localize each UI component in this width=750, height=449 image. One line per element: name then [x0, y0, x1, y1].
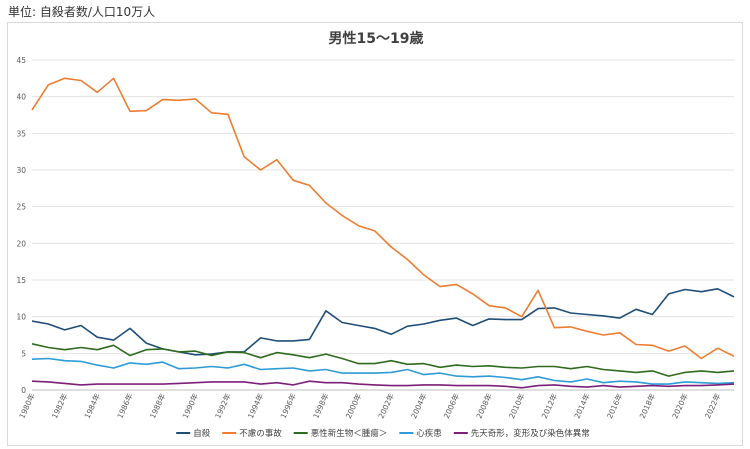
legend-item: 悪性新生物＜腫瘍＞: [293, 428, 388, 439]
series-line: [31, 343, 735, 377]
legend-item: 不慮の事故: [222, 428, 282, 439]
series-line: [31, 287, 735, 356]
x-tick-label: 2002年: [376, 391, 397, 420]
x-tick-label: 1982年: [49, 391, 70, 420]
x-tick-label: 2000年: [343, 391, 364, 420]
x-tick-label: 1984年: [82, 391, 103, 420]
x-tick-label: 1980年: [17, 391, 38, 420]
y-tick-label: 0: [21, 386, 26, 395]
legend-item: 先天奇形，変形及び染色体異常: [453, 428, 590, 439]
x-tick-label: 2016年: [604, 391, 625, 420]
x-tick-label: 2014年: [572, 391, 593, 420]
legend: 自殺 不慮の事故 悪性新生物＜腫瘍＞ 心疾患 先天奇形，変形及び染色体異常: [176, 428, 590, 439]
x-tick-label: 2006年: [441, 391, 462, 420]
y-tick-label: 35: [16, 129, 26, 138]
x-tick-label: 1996年: [278, 391, 299, 420]
x-tick-label: 2010年: [506, 391, 527, 420]
legend-label: 自殺: [193, 428, 211, 439]
legend-item: 自殺: [176, 428, 211, 439]
legend-label: 不慮の事故: [239, 428, 282, 439]
y-axis-ticks: 0 5 10 15 20 25 30 35 40 45: [16, 56, 26, 395]
x-tick-label: 2018年: [637, 391, 658, 420]
x-tick-label: 1988年: [147, 391, 168, 420]
gridlines: [32, 59, 734, 391]
legend-label: 心疾患: [416, 428, 442, 439]
legend-label: 悪性新生物＜腫瘍＞: [311, 428, 388, 439]
x-tick-label: 2012年: [539, 391, 560, 420]
series-line: [31, 380, 735, 389]
x-axis-ticks: 1980年 1982年 1984年 1986年 1988年 1990年 1992年 1994年…: [17, 391, 723, 420]
y-tick-label: 20: [16, 239, 26, 248]
x-tick-label: 1990年: [180, 391, 201, 420]
x-tick-label: 1992年: [212, 391, 233, 420]
series-line: [31, 357, 735, 385]
x-tick-label: 1998年: [310, 391, 331, 420]
y-tick-label: 45: [16, 56, 26, 65]
y-tick-label: 25: [16, 203, 26, 212]
x-tick-label: 2020年: [670, 391, 691, 420]
y-tick-label: 40: [16, 93, 26, 102]
chart-area: 男性15～19歳 0 5 10 15 20 25 30 35 40 45 1980年 1982年 19…: [7, 22, 743, 446]
x-tick-label: 2022年: [702, 391, 723, 420]
y-tick-label: 5: [21, 349, 26, 358]
chart-title: 男性15～19歳: [329, 30, 424, 47]
legend-item: 心疾患: [399, 428, 442, 439]
y-tick-label: 30: [16, 166, 26, 175]
series-line: [31, 77, 735, 360]
series-lines: [31, 77, 735, 389]
x-tick-label: 1994年: [245, 391, 266, 420]
x-tick-label: 2004年: [408, 391, 429, 420]
legend-label: 先天奇形，変形及び染色体異常: [471, 428, 590, 439]
x-tick-label: 1986年: [114, 391, 135, 420]
y-tick-label: 15: [16, 276, 26, 285]
y-tick-label: 10: [16, 313, 26, 322]
x-tick-label: 2008年: [474, 391, 495, 420]
unit-label: 単位: 自殺者数/人口10万人: [8, 5, 156, 19]
